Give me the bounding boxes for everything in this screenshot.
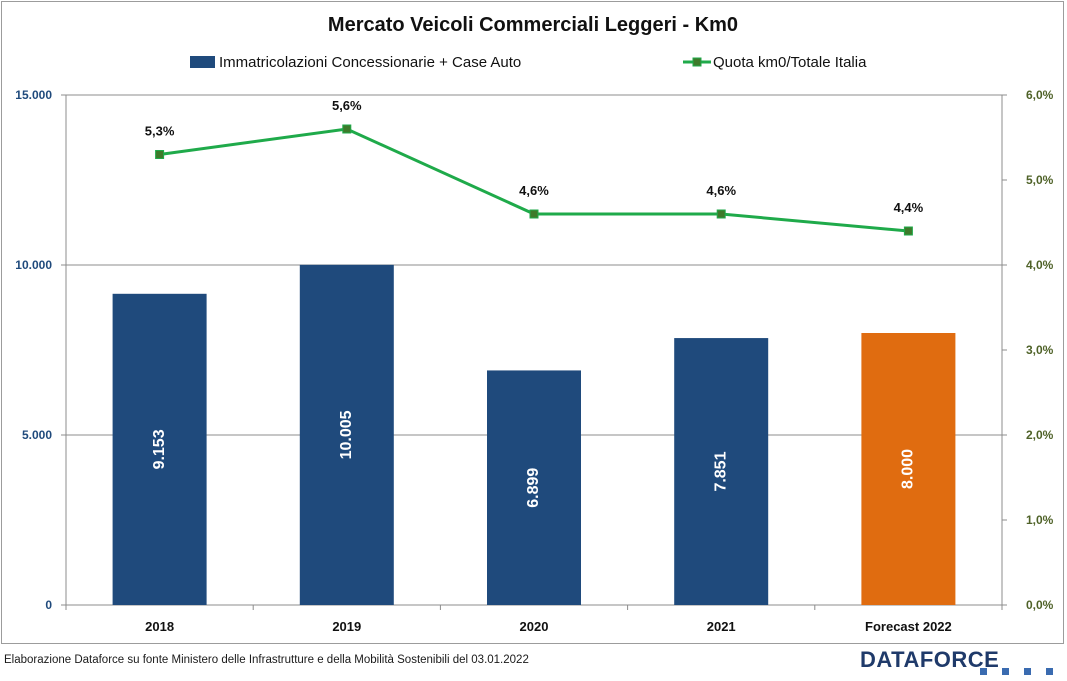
y-right-tick-label: 4,0% bbox=[1026, 258, 1054, 272]
x-tick-label: Forecast 2022 bbox=[865, 619, 952, 634]
y-left-tick-label: 15.000 bbox=[15, 88, 52, 102]
bar bbox=[487, 370, 581, 605]
brand-logo-dots bbox=[980, 668, 1060, 678]
bar-value-label: 9.153 bbox=[151, 429, 168, 469]
brand-logo: DATAFORCE bbox=[860, 647, 1000, 672]
bar bbox=[861, 333, 956, 605]
legend-line-label: Quota km0/Totale Italia bbox=[713, 54, 867, 71]
x-tick-label: 2021 bbox=[707, 619, 736, 634]
x-tick-label: 2020 bbox=[520, 619, 549, 634]
y-left-tick-label: 0 bbox=[45, 598, 52, 612]
y-left-tick-label: 10.000 bbox=[15, 258, 52, 272]
line-marker bbox=[529, 209, 539, 219]
y-left-tick-label: 5.000 bbox=[22, 428, 52, 442]
bar-value-label: 10.005 bbox=[338, 410, 355, 459]
y-right-tick-label: 3,0% bbox=[1026, 343, 1054, 357]
bar-value-label: 7.851 bbox=[712, 451, 729, 491]
y-right-tick-label: 5,0% bbox=[1026, 173, 1054, 187]
line-value-label: 5,3% bbox=[145, 124, 175, 139]
line-value-label: 5,6% bbox=[332, 98, 362, 113]
source-note: Elaborazione Dataforce su fonte Minister… bbox=[4, 654, 529, 666]
x-tick-label: 2018 bbox=[145, 619, 174, 634]
line-value-label: 4,4% bbox=[894, 200, 924, 215]
y-right-tick-label: 1,0% bbox=[1026, 513, 1054, 527]
x-tick-label: 2019 bbox=[332, 619, 361, 634]
y-right-tick-label: 6,0% bbox=[1026, 88, 1054, 102]
bar bbox=[112, 293, 207, 605]
y-right-tick-label: 2,0% bbox=[1026, 428, 1054, 442]
bar-value-label: 8.000 bbox=[900, 449, 917, 489]
legend-line-marker bbox=[692, 57, 702, 67]
legend-bar-label: Immatricolazioni Concessionarie + Case A… bbox=[219, 54, 521, 71]
legend-bar-swatch bbox=[190, 56, 215, 68]
line-marker bbox=[716, 209, 726, 219]
chart-area: 0 5.000 10.000 15.000 0,0% 1,0% 2,0% 3,0% 4,0% 5,… bbox=[15, 14, 1054, 634]
line-value-label: 4,6% bbox=[519, 183, 549, 198]
bar-value-label: 6.899 bbox=[525, 468, 542, 508]
bar bbox=[299, 264, 394, 605]
chart-title: Mercato Veicoli Commerciali Leggeri - Km… bbox=[328, 14, 738, 36]
y-right-tick-label: 0,0% bbox=[1026, 598, 1054, 612]
line-marker bbox=[155, 150, 165, 159]
bar bbox=[674, 338, 769, 605]
line-marker bbox=[903, 226, 913, 236]
line-value-label: 4,6% bbox=[706, 183, 736, 198]
line-marker bbox=[342, 124, 352, 134]
